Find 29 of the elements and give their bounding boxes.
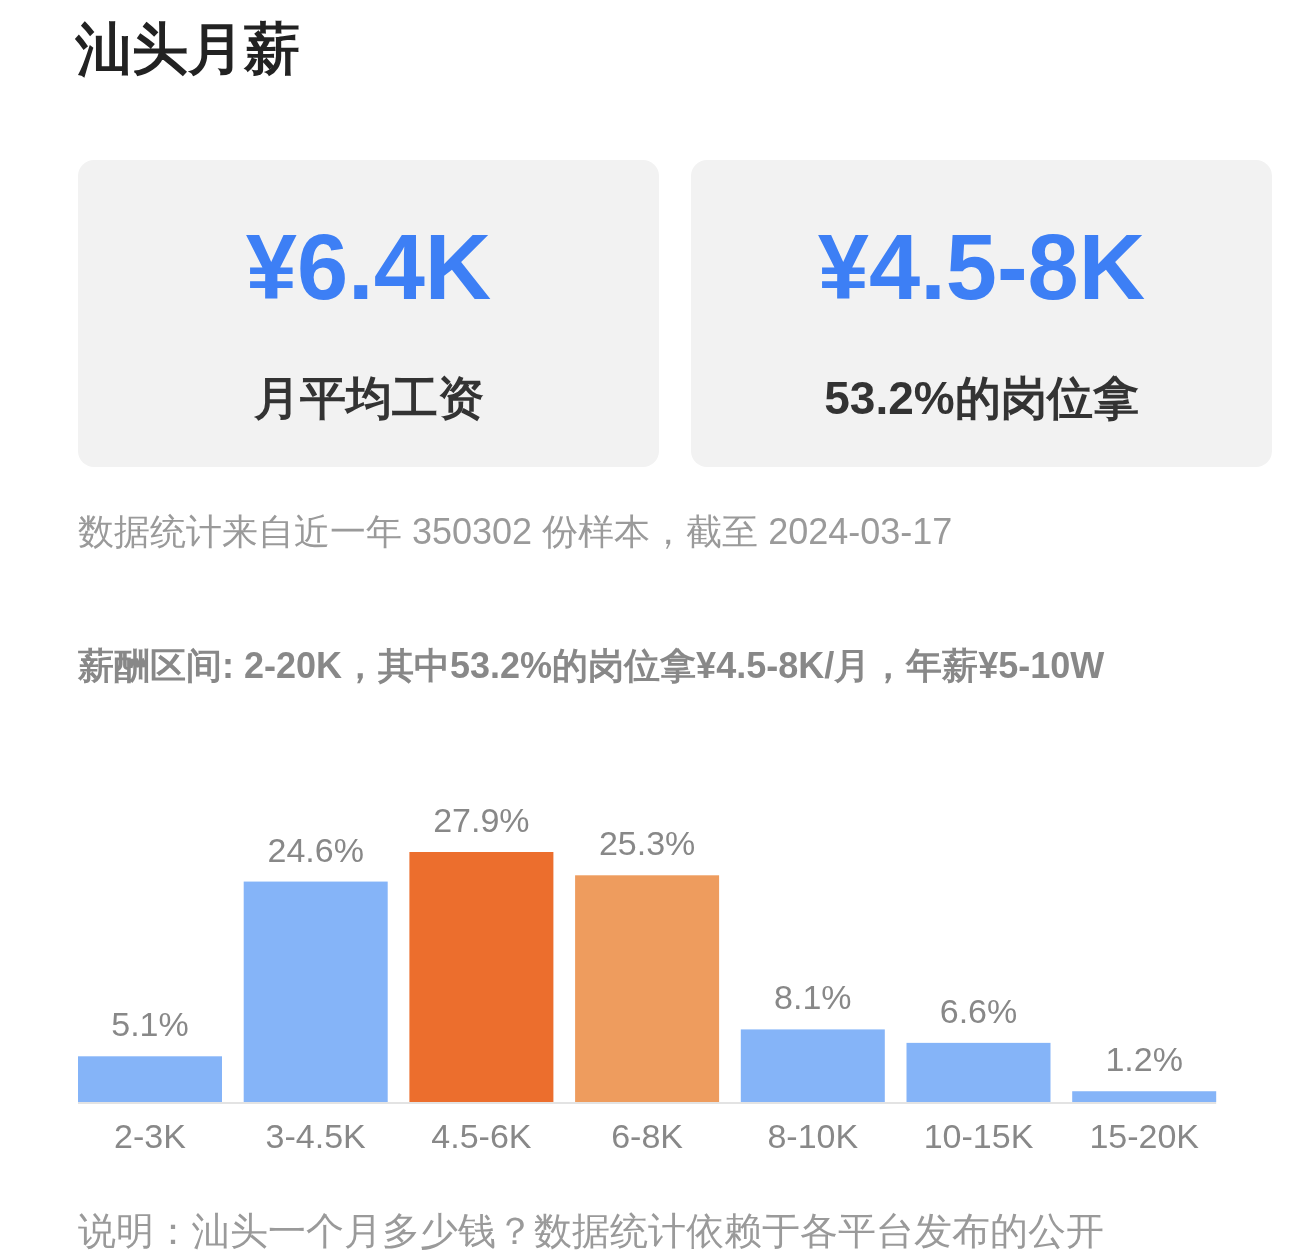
data-label: 8.1% — [774, 978, 852, 1017]
bar — [243, 881, 388, 1102]
text: ¥4.5-8K — [816, 215, 1147, 320]
data-label: 5.1% — [111, 1005, 189, 1044]
data-label: 27.9% — [433, 801, 530, 839]
data-label: 24.6% — [267, 830, 364, 869]
bar — [906, 1042, 1051, 1102]
x-tick-label: 8-10K — [767, 1117, 859, 1155]
x-tick-label: 6-8K — [611, 1117, 684, 1155]
chart-title: 薪酬区间: 2-20K，其中53.2%的岗位拿¥4.5-8K/月，年薪¥5-10W — [78, 644, 1106, 688]
text: 数据统计来自近一年 350302 份样本，截至 2024-03-17 — [78, 510, 953, 554]
bar — [409, 852, 554, 1102]
bar — [78, 1056, 222, 1102]
bar — [740, 1029, 885, 1102]
data-label: 1.2% — [1105, 1040, 1183, 1079]
x-tick-label: 2-3K — [114, 1117, 187, 1155]
data-label: 25.3% — [598, 824, 696, 863]
x-tick-label: 10-15K — [923, 1117, 1034, 1155]
bar — [1072, 1091, 1217, 1102]
text: ¥6.4K — [244, 215, 493, 320]
text: 53.2%的岗位拿 — [823, 371, 1140, 426]
text: 汕头月薪 — [76, 16, 300, 82]
data-label: 6.6% — [939, 991, 1018, 1030]
bar — [575, 875, 720, 1102]
x-tick-label: 3-4.5K — [265, 1117, 367, 1155]
text: 月平均工资 — [252, 371, 485, 426]
x-tick-label: 4.5-6K — [431, 1117, 532, 1155]
x-tick-label: 15-20K — [1089, 1117, 1200, 1155]
text: 说明：汕头一个月多少钱？数据统计依赖于各平台发布的公开 — [78, 1209, 1104, 1254]
